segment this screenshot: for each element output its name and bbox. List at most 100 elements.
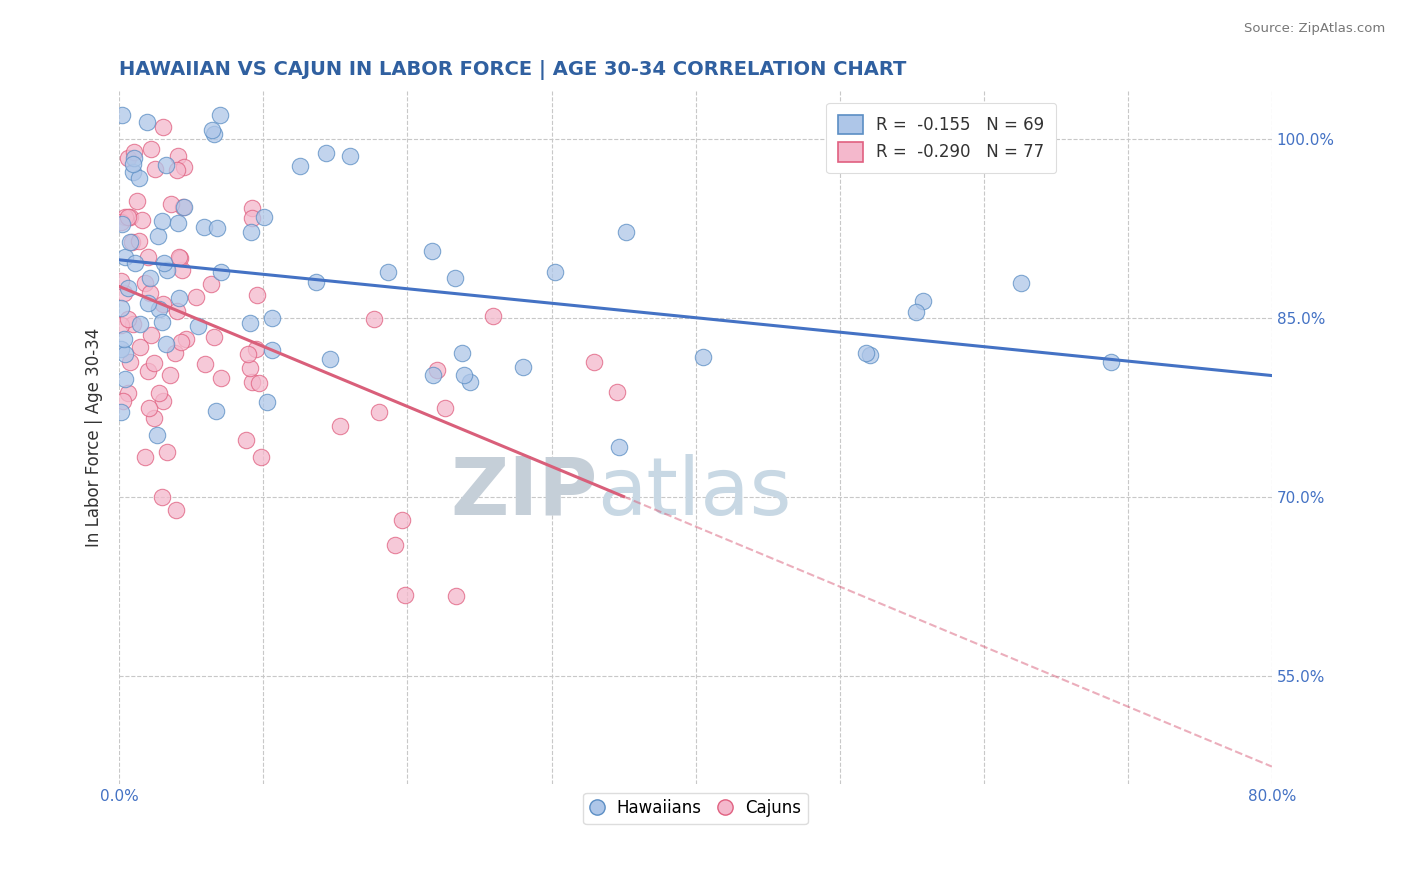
Point xyxy=(394,588,416,602)
Point xyxy=(420,244,443,258)
Point xyxy=(114,250,136,264)
Point xyxy=(117,311,139,326)
Point xyxy=(240,375,263,389)
Point xyxy=(240,202,263,216)
Point xyxy=(128,171,150,186)
Point xyxy=(134,450,156,464)
Point xyxy=(202,128,225,142)
Point xyxy=(110,215,132,229)
Point xyxy=(122,317,145,331)
Point xyxy=(167,291,190,305)
Point xyxy=(143,410,166,425)
Point xyxy=(117,210,139,224)
Point xyxy=(148,301,170,316)
Point xyxy=(247,376,270,391)
Point xyxy=(110,274,132,288)
Point xyxy=(246,288,269,302)
Point xyxy=(235,433,257,447)
Point xyxy=(288,159,311,173)
Point xyxy=(169,251,191,265)
Point xyxy=(173,200,195,214)
Point xyxy=(155,337,177,351)
Point xyxy=(165,503,187,517)
Point xyxy=(166,304,188,318)
Point xyxy=(136,296,159,310)
Point xyxy=(135,114,157,128)
Point xyxy=(124,256,146,270)
Point xyxy=(692,350,714,364)
Point xyxy=(187,319,209,334)
Point xyxy=(239,360,262,375)
Point xyxy=(170,335,193,350)
Legend: Hawaiians, Cajuns: Hawaiians, Cajuns xyxy=(583,792,808,824)
Point xyxy=(606,385,628,400)
Point xyxy=(118,235,141,249)
Point xyxy=(131,212,153,227)
Point xyxy=(110,342,132,356)
Point xyxy=(138,401,160,415)
Point xyxy=(166,149,188,163)
Point xyxy=(122,145,145,159)
Point xyxy=(117,281,139,295)
Point xyxy=(1010,276,1032,290)
Point xyxy=(391,514,413,528)
Point xyxy=(156,262,179,277)
Point xyxy=(139,270,162,285)
Point xyxy=(136,363,159,377)
Point xyxy=(245,342,267,356)
Point xyxy=(305,275,328,289)
Point xyxy=(122,157,145,171)
Point xyxy=(315,146,337,161)
Text: atlas: atlas xyxy=(598,454,792,532)
Point xyxy=(858,348,880,362)
Point xyxy=(112,286,135,301)
Point xyxy=(544,265,567,279)
Point xyxy=(110,318,132,332)
Point xyxy=(184,290,207,304)
Y-axis label: In Labor Force | Age 30-34: In Labor Force | Age 30-34 xyxy=(86,328,103,547)
Point xyxy=(904,305,927,319)
Point xyxy=(482,310,505,324)
Point xyxy=(194,357,217,371)
Point xyxy=(426,363,449,377)
Point xyxy=(153,256,176,270)
Point xyxy=(118,210,141,224)
Point xyxy=(139,142,162,156)
Point xyxy=(114,372,136,386)
Point xyxy=(114,346,136,360)
Point xyxy=(143,161,166,176)
Point xyxy=(121,235,143,249)
Point xyxy=(112,332,135,346)
Point xyxy=(172,263,194,277)
Point xyxy=(582,355,605,369)
Point xyxy=(616,225,638,239)
Point xyxy=(117,385,139,400)
Point xyxy=(434,401,457,415)
Point xyxy=(122,151,145,165)
Point xyxy=(1099,355,1122,369)
Point xyxy=(152,120,174,135)
Point xyxy=(208,108,231,122)
Point xyxy=(160,197,183,211)
Point xyxy=(134,277,156,291)
Point xyxy=(128,235,150,249)
Point xyxy=(114,210,136,224)
Point xyxy=(150,315,173,329)
Point xyxy=(256,395,278,409)
Point xyxy=(242,211,264,226)
Point xyxy=(240,225,263,239)
Point xyxy=(607,440,630,454)
Point xyxy=(172,201,194,215)
Point xyxy=(122,165,145,179)
Point xyxy=(143,356,166,370)
Point xyxy=(148,386,170,401)
Point xyxy=(117,151,139,165)
Point xyxy=(329,419,352,434)
Point xyxy=(152,297,174,311)
Point xyxy=(377,265,399,279)
Point xyxy=(451,345,474,359)
Point xyxy=(201,123,224,137)
Point xyxy=(128,317,150,331)
Point xyxy=(205,221,228,235)
Point xyxy=(139,286,162,301)
